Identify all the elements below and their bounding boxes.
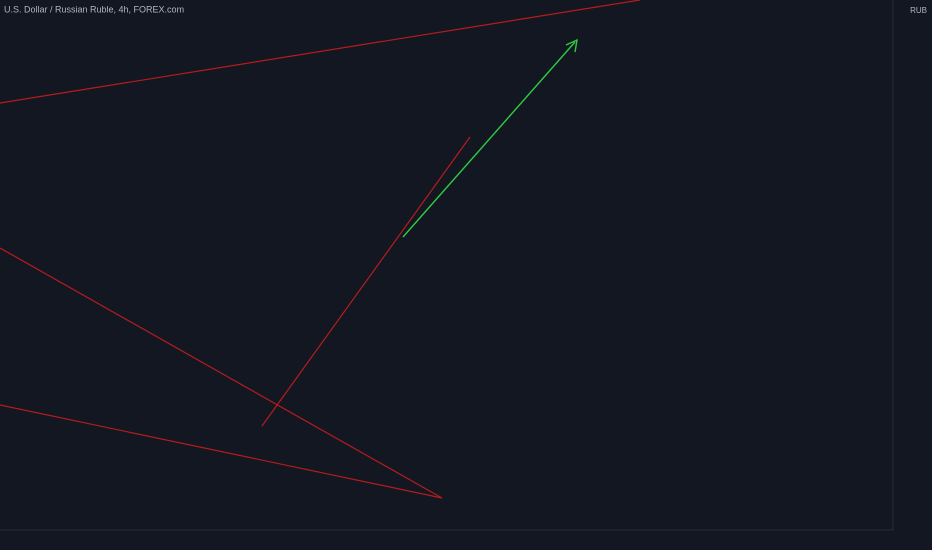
trend-line (0, 0, 641, 104)
price-axis (893, 0, 932, 550)
chart-title: U.S. Dollar / Russian Ruble, 4h, FOREX.c… (4, 4, 184, 14)
drawings (0, 0, 641, 499)
trend-line (0, 404, 443, 499)
trend-line (261, 136, 471, 427)
arrow-head (565, 38, 578, 53)
trend-line (0, 247, 443, 499)
target-arrow (402, 41, 576, 238)
currency-label: RUB (910, 6, 927, 15)
